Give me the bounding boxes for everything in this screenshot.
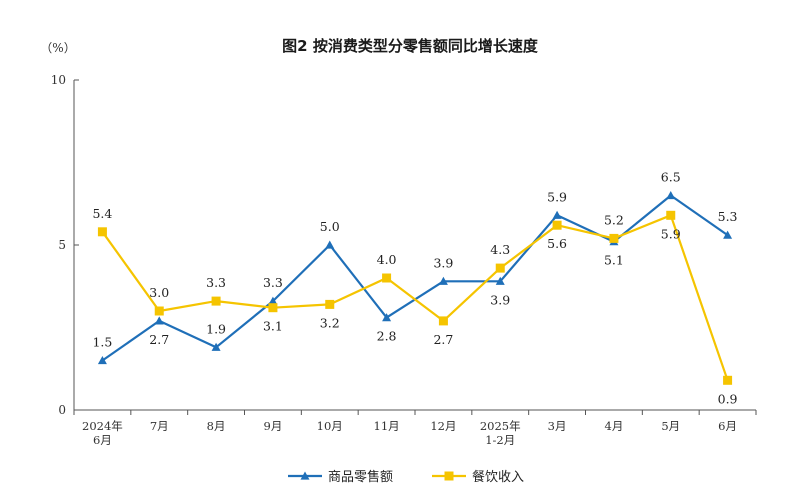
y-axis-unit: （%） xyxy=(40,41,75,55)
chart-title: 图2 按消费类型分零售额同比增长速度 xyxy=(282,37,539,55)
series-point xyxy=(325,299,335,309)
series-point xyxy=(495,276,505,285)
data-labels: 1.5 2.7 1.9 3.3 5.0 2.8 3.9 3.9 5.9 5.1 6.5 5.3 5.4 3… xyxy=(92,170,737,407)
x-tick-label-line: 2025年 xyxy=(480,419,521,433)
x-tick-label: 11月 xyxy=(374,419,400,433)
series-point xyxy=(268,296,278,305)
x-tick-label: 3月 xyxy=(548,419,567,433)
series-point xyxy=(154,306,164,316)
data-label: 5.9 xyxy=(661,226,681,241)
legend-label: 餐饮收入 xyxy=(472,469,524,485)
x-tick-label-line: 2024年 xyxy=(82,419,123,433)
y-tick-label: 0 xyxy=(58,403,66,417)
series-retail-goods xyxy=(97,191,733,365)
data-label: 3.9 xyxy=(433,255,453,270)
x-tick-label: 10月 xyxy=(317,419,343,433)
series-point xyxy=(325,240,335,249)
data-label: 5.9 xyxy=(547,189,567,204)
series-point xyxy=(438,276,448,285)
y-tick-label: 5 xyxy=(58,238,66,252)
x-tick-label: 6月 xyxy=(718,419,737,433)
series-point xyxy=(609,233,619,243)
x-tick-label-line: 6月 xyxy=(93,433,112,447)
data-label: 1.9 xyxy=(206,321,226,336)
series-point xyxy=(495,263,505,273)
series-layer xyxy=(97,191,733,385)
data-label: 3.0 xyxy=(149,285,169,300)
data-label: 4.0 xyxy=(377,252,397,267)
data-label: 5.1 xyxy=(604,253,624,268)
series-point xyxy=(438,316,448,326)
data-label: 1.5 xyxy=(92,335,112,350)
series-point xyxy=(97,356,107,365)
series-point xyxy=(666,191,676,200)
series-point xyxy=(211,342,221,351)
series-point xyxy=(382,313,392,322)
x-tick-label: 8月 xyxy=(207,419,226,433)
data-label: 2.8 xyxy=(377,329,397,344)
x-tick-label-line: 3月 xyxy=(548,419,567,433)
data-label: 6.5 xyxy=(661,170,681,185)
legend-label: 商品零售额 xyxy=(328,469,393,485)
x-tick-label-line: 6月 xyxy=(718,419,737,433)
data-label: 2.7 xyxy=(149,332,169,347)
series-point xyxy=(666,210,676,220)
y-tick-label: 10 xyxy=(51,73,66,87)
series-line xyxy=(101,194,729,362)
x-tick-label: 12月 xyxy=(430,419,456,433)
x-tick-label-line: 5月 xyxy=(661,419,680,433)
x-tick-label: 9月 xyxy=(264,419,283,433)
data-label: 3.3 xyxy=(206,275,226,290)
x-tick-label-line: 1-2月 xyxy=(485,433,515,447)
legend: 商品零售额 餐饮收入 xyxy=(288,469,524,485)
data-label: 4.3 xyxy=(490,242,510,257)
x-tick-label-line: 8月 xyxy=(207,419,226,433)
x-tick-label-line: 9月 xyxy=(264,419,283,433)
data-label: 3.2 xyxy=(320,315,340,330)
data-label: 0.9 xyxy=(718,391,738,406)
x-tick-label: 7月 xyxy=(150,419,169,433)
series-point xyxy=(154,316,164,325)
x-tick-label-line: 12月 xyxy=(430,419,456,433)
data-label: 2.7 xyxy=(433,332,453,347)
x-tick-label-line: 4月 xyxy=(605,419,624,433)
x-tick-label: 2024年 6月 xyxy=(82,419,123,447)
x-tick-label-line: 10月 xyxy=(317,419,343,433)
x-tick-label-line: 11月 xyxy=(374,419,400,433)
data-label: 5.3 xyxy=(718,209,738,224)
data-label: 5.6 xyxy=(547,236,567,251)
data-label: 5.0 xyxy=(320,219,340,234)
legend-item: 餐饮收入 xyxy=(432,469,524,485)
legend-item: 商品零售额 xyxy=(288,469,393,485)
data-label: 3.1 xyxy=(263,319,283,334)
series-point xyxy=(97,227,107,237)
series-point xyxy=(211,296,221,306)
series-point xyxy=(268,303,278,313)
series-point xyxy=(444,471,454,481)
series-point xyxy=(382,273,392,283)
series-catering xyxy=(97,210,733,385)
series-point xyxy=(552,210,562,219)
series-point xyxy=(723,230,733,239)
data-label: 3.9 xyxy=(490,292,510,307)
x-tick-label: 4月 xyxy=(605,419,624,433)
data-label: 5.4 xyxy=(92,206,112,221)
data-label: 3.3 xyxy=(263,275,283,290)
series-point xyxy=(300,471,310,480)
series-line xyxy=(101,214,729,381)
x-tick-label: 5月 xyxy=(661,419,680,433)
x-tick-label-line: 7月 xyxy=(150,419,169,433)
series-point xyxy=(552,220,562,230)
x-tick-label: 2025年 1-2月 xyxy=(480,419,521,447)
series-point xyxy=(723,375,733,385)
data-label: 5.2 xyxy=(604,212,624,227)
